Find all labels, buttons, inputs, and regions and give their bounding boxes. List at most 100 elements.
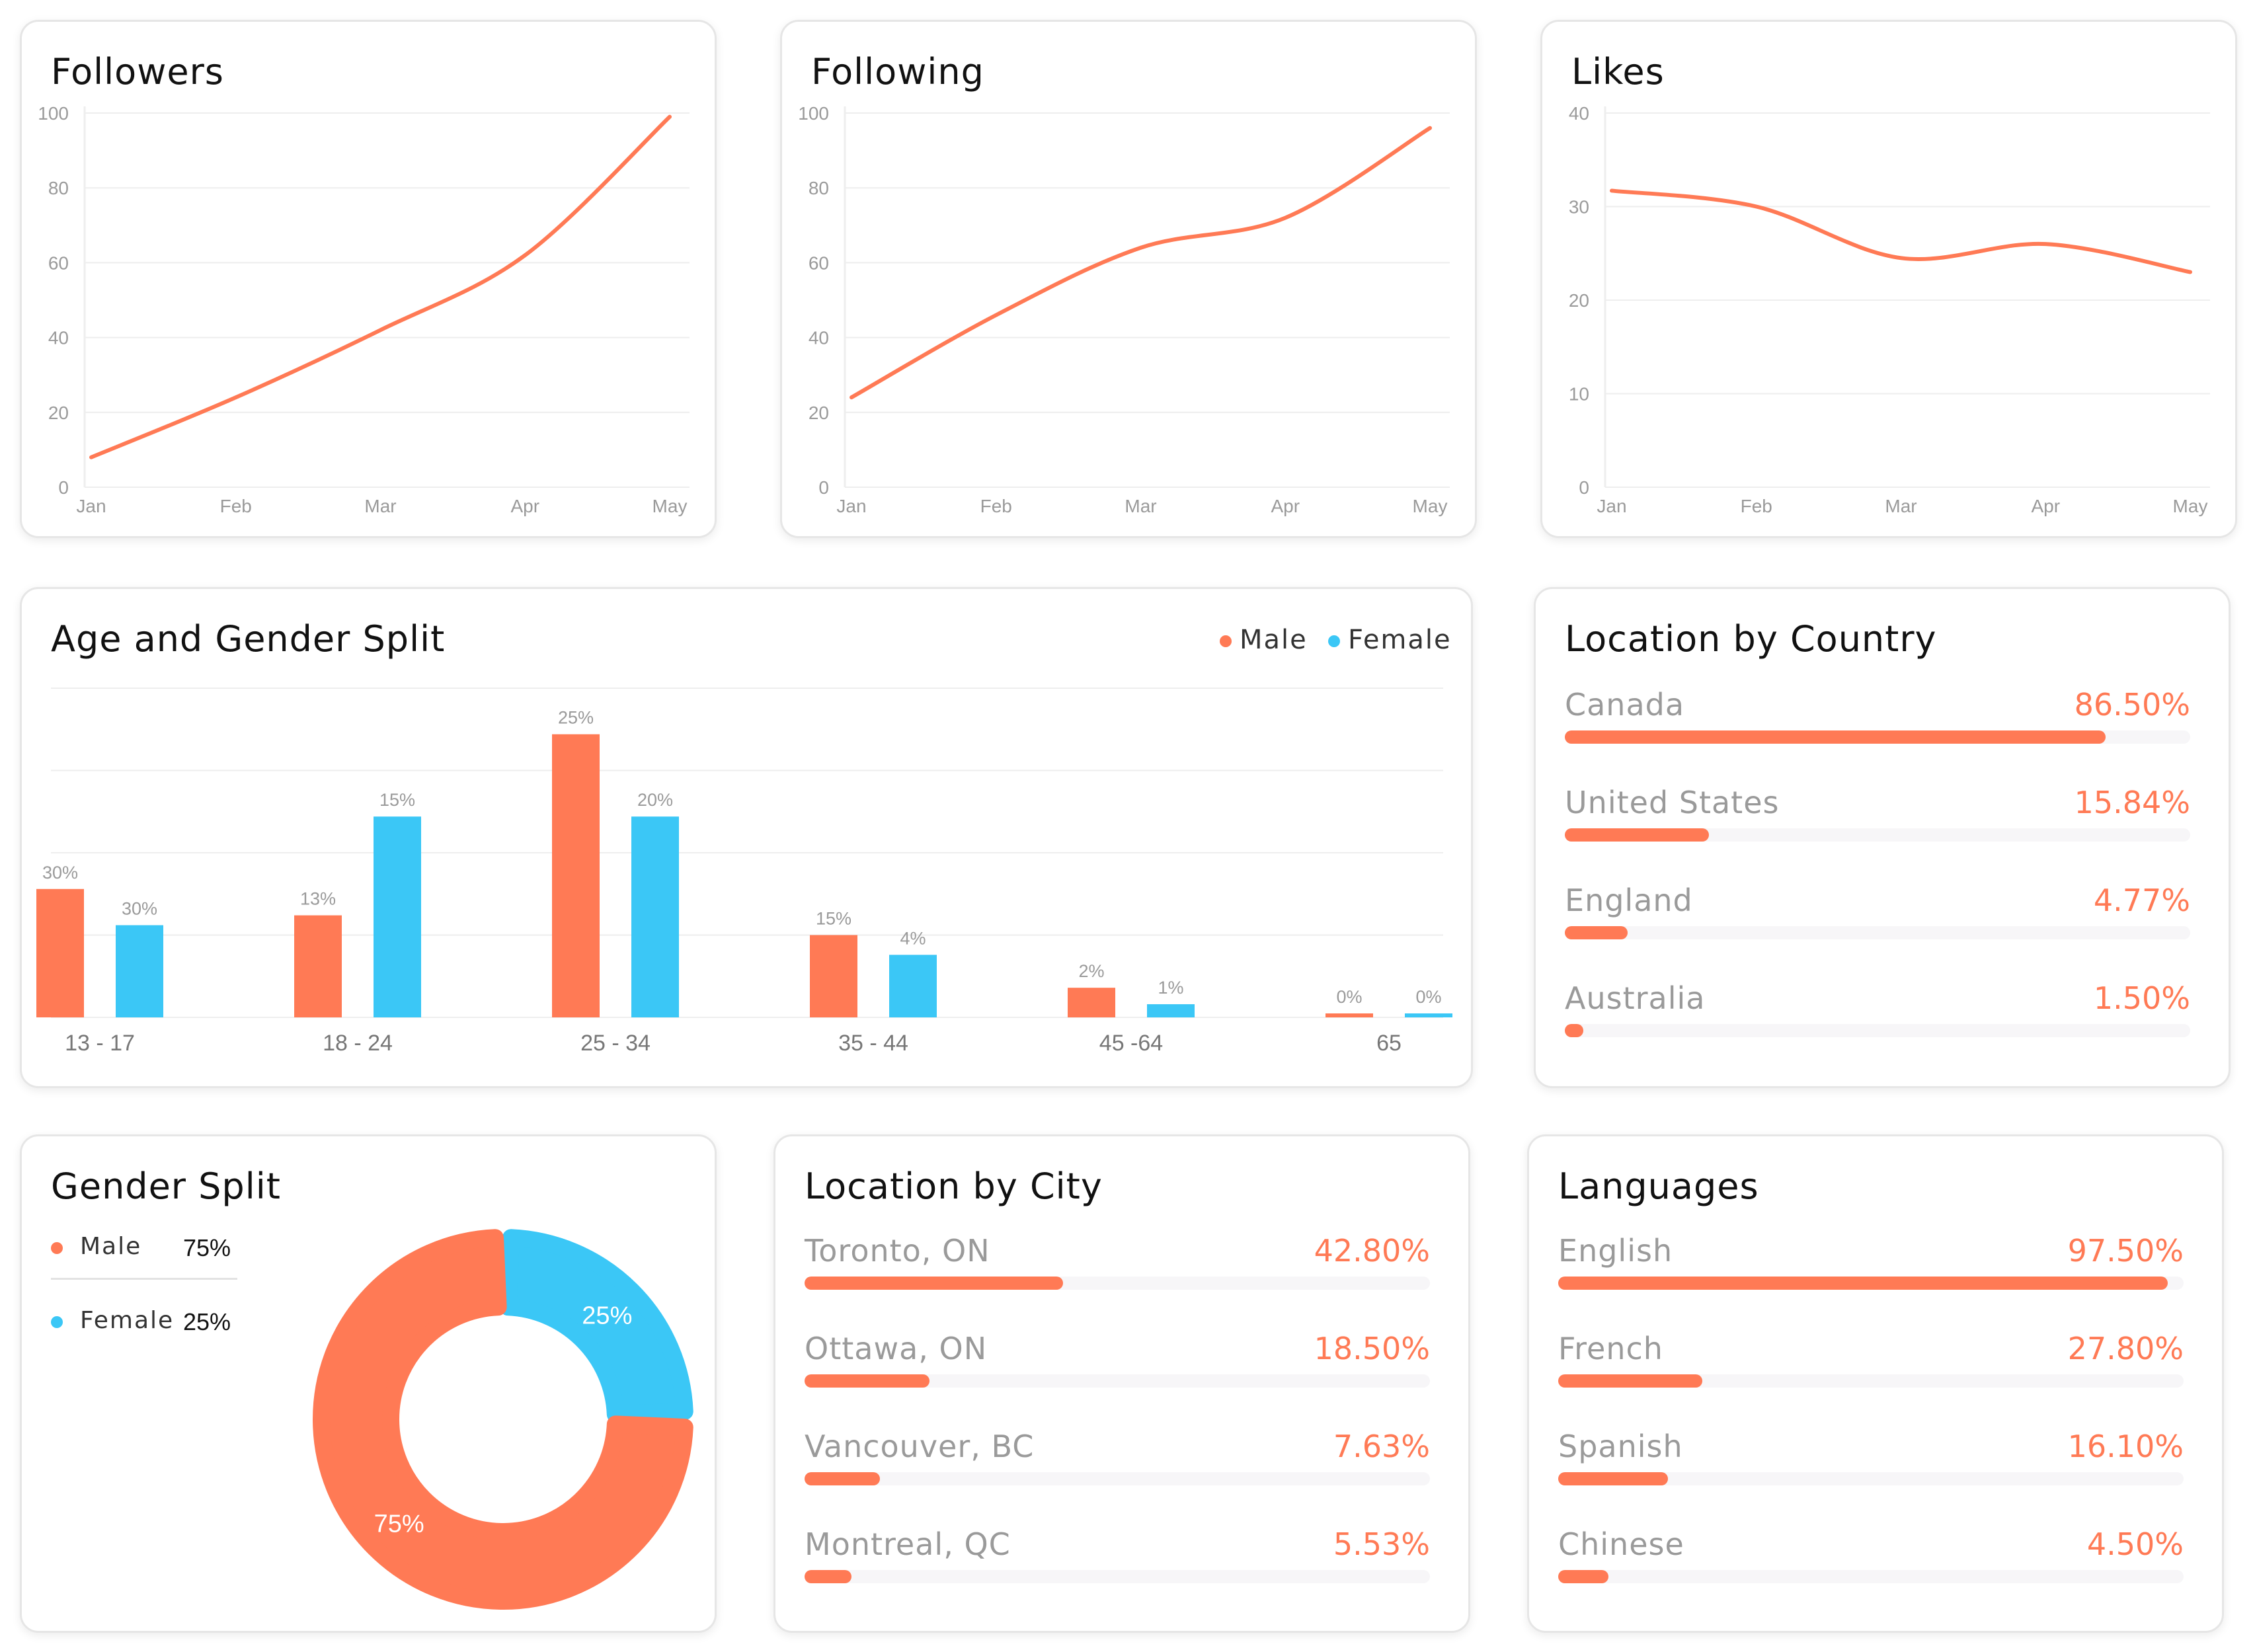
bar-male: [36, 888, 84, 1017]
x-tick-label: Apr: [510, 496, 539, 516]
progress-label: French: [1558, 1331, 1663, 1366]
male-dot: [51, 1242, 63, 1254]
male-label: Male: [80, 1233, 142, 1260]
y-tick-label: 0: [818, 477, 829, 498]
progress-value: 5.53%: [1333, 1526, 1430, 1562]
progress-value: 27.80%: [2067, 1331, 2184, 1366]
legend-female: Female: [1328, 625, 1452, 655]
following-title: Following: [811, 51, 984, 93]
donut-label: 25%: [582, 1302, 632, 1330]
likes-card: Likes 0 10 20 30 40 Jan Feb Mar Apr May: [1540, 20, 2237, 538]
progress-row: English 97.50%: [1558, 1233, 2184, 1299]
x-tick-label: May: [2173, 496, 2208, 516]
progress-row: Montreal, QC 5.53%: [805, 1526, 1430, 1593]
x-tick-label: Mar: [1125, 496, 1156, 516]
y-tick-label: 60: [809, 253, 829, 273]
followers-chart: 0 20 40 60 80 100 Jan Feb Mar Apr May: [38, 103, 690, 516]
female-label: Female: [80, 1307, 175, 1334]
languages-card: Languages English 97.50% French 27.80% Spani…: [1527, 1134, 2224, 1633]
progress-row: England 4.77%: [1565, 883, 2190, 949]
y-tick-label: 0: [58, 477, 69, 498]
male-value: 75%: [183, 1234, 231, 1261]
y-tick-label: 100: [798, 103, 829, 124]
y-tick-label: 100: [38, 103, 69, 124]
x-tick-label: Mar: [1885, 496, 1917, 516]
x-tick-label: Feb: [980, 496, 1012, 516]
likes-title: Likes: [1571, 51, 1665, 93]
progress-fill: [1565, 828, 1709, 842]
bar-female: [374, 816, 421, 1017]
progress-fill: [1565, 926, 1628, 939]
age-gender-card: Age and Gender Split Male Female 30% 30% 1…: [20, 587, 1473, 1088]
progress-track: [1565, 926, 2190, 939]
progress-track: [1558, 1277, 2184, 1290]
legend-male: Male: [1220, 625, 1308, 655]
series-line: [850, 126, 1432, 400]
progress-fill: [805, 1277, 1063, 1290]
progress-value: 18.50%: [1314, 1331, 1430, 1366]
y-tick-label: 40: [809, 328, 829, 348]
y-tick-label: 20: [809, 403, 829, 423]
bar-male: [1325, 1013, 1373, 1017]
progress-value: 1.50%: [2093, 980, 2190, 1016]
y-tick-label: 40: [1569, 103, 1589, 124]
progress-value: 97.50%: [2067, 1233, 2184, 1269]
legend-male-dot: [1220, 635, 1232, 647]
progress-row: Spanish 16.10%: [1558, 1429, 2184, 1495]
x-tick-label: Jan: [836, 496, 866, 516]
gender-split-card: Gender Split Male 75% Female 25% 25% 75%: [20, 1134, 717, 1633]
progress-fill: [805, 1472, 880, 1485]
y-tick-label: 30: [1569, 197, 1589, 217]
bar-value-label: 4%: [900, 928, 926, 948]
progress-value: 86.50%: [2074, 687, 2190, 723]
bar-male: [1068, 988, 1115, 1017]
y-tick-label: 80: [809, 178, 829, 198]
bar-value-label: 30%: [122, 899, 157, 919]
y-tick-label: 0: [1579, 477, 1589, 498]
progress-label: Toronto, ON: [805, 1233, 990, 1269]
donut-label: 75%: [374, 1510, 424, 1538]
progress-fill: [1558, 1570, 1608, 1583]
progress-label: Vancouver, BC: [805, 1429, 1035, 1464]
y-tick-label: 40: [48, 328, 69, 348]
bar-female: [116, 925, 163, 1017]
progress-fill: [1558, 1472, 1668, 1485]
progress-row: Vancouver, BC 7.63%: [805, 1429, 1430, 1495]
bar-female: [631, 816, 679, 1017]
bar-value-label: 1%: [1158, 978, 1183, 998]
bar-value-label: 20%: [637, 790, 673, 810]
following-chart: 0 20 40 60 80 100 Jan Feb Mar Apr May: [798, 103, 1450, 516]
progress-track: [1565, 730, 2190, 744]
progress-label: England: [1565, 883, 1693, 918]
progress-track: [805, 1570, 1430, 1583]
gender-divider: [51, 1278, 237, 1280]
progress-label: Chinese: [1558, 1526, 1684, 1562]
legend-male-label: Male: [1240, 625, 1308, 655]
progress-track: [805, 1472, 1430, 1485]
female-dot: [51, 1316, 63, 1328]
age-gender-chart: 30% 30% 13 - 17 13% 15% 18 - 24 25% 20% 25 - 34 1…: [36, 688, 1452, 1056]
progress-row: Toronto, ON 42.80%: [805, 1233, 1430, 1299]
donut-slice-male: [313, 1229, 693, 1610]
progress-row: French 27.80%: [1558, 1331, 2184, 1397]
progress-row: Canada 86.50%: [1565, 687, 2190, 753]
bar-female: [889, 955, 937, 1017]
progress-track: [1558, 1374, 2184, 1388]
legend-female-label: Female: [1348, 625, 1452, 655]
progress-label: Canada: [1565, 687, 1685, 723]
progress-fill: [805, 1374, 930, 1388]
bar-value-label: 2%: [1078, 961, 1104, 981]
progress-row: United States 15.84%: [1565, 785, 2190, 851]
progress-value: 15.84%: [2074, 785, 2190, 820]
y-tick-label: 20: [48, 403, 69, 423]
progress-label: Spanish: [1558, 1429, 1683, 1464]
languages-title: Languages: [1558, 1165, 1759, 1207]
progress-track: [1558, 1570, 2184, 1583]
progress-label: Ottawa, ON: [805, 1331, 988, 1366]
y-tick-label: 10: [1569, 384, 1589, 405]
y-tick-label: 80: [48, 178, 69, 198]
gender-donut-chart: 25% 75%: [313, 1229, 693, 1610]
progress-label: Australia: [1565, 980, 1706, 1016]
following-card: Following 0 20 40 60 80 100 Jan Feb Mar Apr May: [780, 20, 1477, 538]
bar-value-label: 13%: [300, 889, 336, 909]
